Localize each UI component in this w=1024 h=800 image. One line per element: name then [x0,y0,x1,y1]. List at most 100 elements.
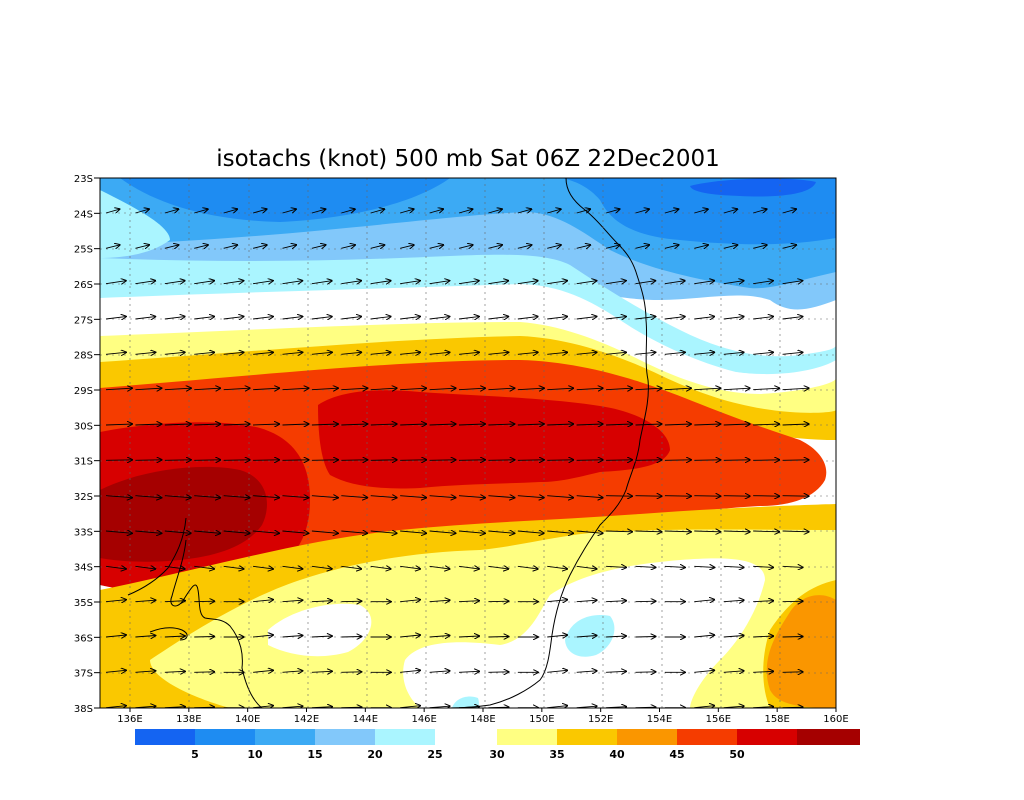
wind-arrow [635,566,656,567]
wind-arrow [164,671,185,672]
wind-arrow [164,496,191,498]
wind-arrow [606,281,626,284]
wind-arrow [576,352,597,354]
wind-arrow [135,424,161,425]
band-25-30-north [100,284,836,388]
wind-arrow [223,496,250,498]
wind-arrow [311,424,338,425]
colorbar-label: 15 [307,748,322,761]
wind-arrow [488,424,514,425]
wind-arrow [547,566,567,569]
wind-arrow [253,670,273,672]
wind-arrow [723,706,744,708]
wind-arrow [223,388,250,389]
wind-arrow [723,531,750,532]
wind-arrow [370,209,384,214]
wind-arrow [282,566,303,569]
wind-arrow [635,281,656,284]
wind-arrow [517,245,532,248]
wind-arrow [194,496,220,498]
wind-arrow [311,209,325,214]
lon-label: 148E [470,714,495,725]
wind-arrow [223,317,244,319]
wind-arrow [694,670,714,672]
wind-arrow [576,245,591,248]
wind-arrow [753,531,779,532]
wind-arrow [400,670,420,672]
band-40-45-southeast [766,595,836,708]
band-0-5 [690,178,816,197]
wind-arrow [164,601,185,602]
wind-arrow [400,424,426,425]
wind-arrow [194,566,214,569]
wind-arrow [517,424,544,425]
wind-arrow [341,317,361,319]
wind-arrow [105,424,132,425]
wind-arrow [635,388,662,389]
wind-arrow [458,424,485,425]
wind-arrow [606,317,626,319]
wind-arrow [576,496,603,498]
wind-arrow [194,281,214,284]
lat-label: 23S [74,174,93,185]
wind-arrow [664,566,685,567]
wind-arrow [458,281,479,284]
wind-arrow [252,209,266,214]
wind-arrow [488,245,502,248]
wind-arrow [341,388,367,389]
wind-arrow [135,496,161,498]
wind-arrow [400,600,420,602]
wind-arrow [164,281,185,284]
colorbar-swatch [195,729,255,745]
map-title: isotachs (knot) 500 mb Sat 06Z 22Dec2001 [216,146,720,172]
wind-arrow [311,566,332,569]
wind-arrow [576,671,597,672]
wind-arrow [429,424,456,425]
wind-arrow [753,317,773,319]
band-45-50-east [318,390,670,489]
colorbar-label: 25 [427,748,442,761]
wind-arrow [576,566,597,569]
wind-arrow [105,245,120,248]
wind-arrow [753,636,773,637]
colorbar-swatch [315,729,375,745]
wind-arrow [105,566,126,569]
wind-arrow [694,424,720,425]
wind-arrow [606,566,626,567]
wind-arrow [400,245,414,248]
wind-arrow [105,600,126,602]
wind-arrow [282,600,303,601]
colorbar-label: 20 [367,748,383,761]
wind-arrow [164,209,178,214]
wind-arrow [429,281,450,284]
wind-arrow [517,317,538,319]
wind-arrow [723,600,744,601]
wind-arrow [164,388,191,389]
wind-arrow [723,245,738,248]
colorbar-swatch [797,729,860,745]
wind-arrow [694,281,714,284]
colorbar-swatch [557,729,617,745]
wind-arrow [606,388,632,389]
wind-arrow [135,531,161,533]
plot-frame [99,177,837,709]
wind-arrow [370,245,385,248]
wind-arrow [341,352,361,354]
wind-arrow [635,245,650,248]
wind-arrow [723,671,744,672]
wind-arrow [782,566,803,567]
wind-arrow [458,496,485,498]
latitude-axis: 23S 24S 25S 26S 27S 28S 29S 30S 31S 32S 33S 34S 35S 3… [74,174,100,715]
wind-arrow [547,245,561,248]
wind-arrow [311,317,332,319]
wind-arrow [723,636,744,637]
wind-arrow [194,388,220,389]
wind-arrow [105,352,126,354]
wind-arrow [164,424,191,425]
wind-arrow [664,388,691,389]
wind-arrow [105,496,132,498]
wind-arrow [458,636,479,637]
wind-arrow [311,531,338,533]
wind-arrow [576,600,597,601]
